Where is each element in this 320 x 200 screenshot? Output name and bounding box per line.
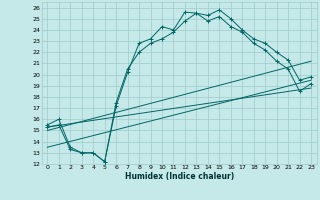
X-axis label: Humidex (Indice chaleur): Humidex (Indice chaleur) [124,172,234,181]
